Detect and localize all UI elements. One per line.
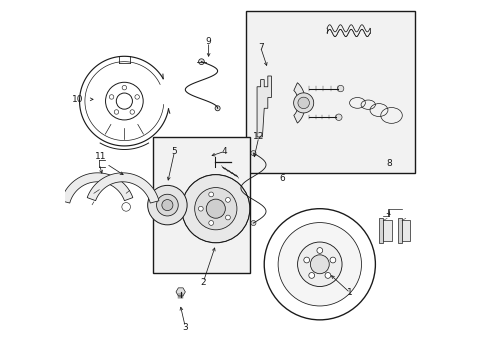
Circle shape [198,59,204,64]
Circle shape [215,106,220,111]
Circle shape [250,221,255,226]
Circle shape [182,175,249,243]
Bar [401,220,409,241]
Bar [378,219,383,243]
Circle shape [303,257,309,263]
Polygon shape [176,288,185,296]
Text: 2: 2 [200,278,205,287]
Text: 12: 12 [253,132,264,141]
Circle shape [250,150,255,156]
Circle shape [310,255,328,274]
Text: 8: 8 [386,159,392,168]
Circle shape [264,209,375,320]
Circle shape [297,242,341,287]
Circle shape [278,222,361,306]
Circle shape [325,273,330,278]
Bar [383,220,391,241]
Text: 1: 1 [346,288,352,297]
Polygon shape [61,173,133,203]
Circle shape [198,206,203,211]
Circle shape [308,273,314,278]
Circle shape [208,221,213,225]
Text: 9: 9 [205,37,211,46]
Circle shape [206,199,225,218]
Circle shape [225,215,230,220]
Polygon shape [257,76,271,137]
Circle shape [194,188,237,230]
Text: 11: 11 [95,152,106,161]
Bar [246,12,414,173]
Circle shape [297,97,309,109]
Text: 6: 6 [279,174,285,183]
Circle shape [162,199,173,211]
Text: 5: 5 [171,147,177,156]
Circle shape [293,93,313,113]
Circle shape [147,185,187,225]
Circle shape [156,194,178,216]
Circle shape [335,114,341,121]
Circle shape [208,192,213,197]
Bar [397,219,401,243]
Circle shape [329,257,335,263]
Text: 7: 7 [257,43,263,52]
Circle shape [337,85,343,92]
Polygon shape [293,83,305,123]
Circle shape [316,248,322,253]
Polygon shape [87,173,159,203]
Text: 10: 10 [72,95,83,104]
Text: 3: 3 [182,323,188,332]
Bar [153,137,249,273]
Circle shape [225,198,230,202]
Text: 4: 4 [222,147,227,156]
